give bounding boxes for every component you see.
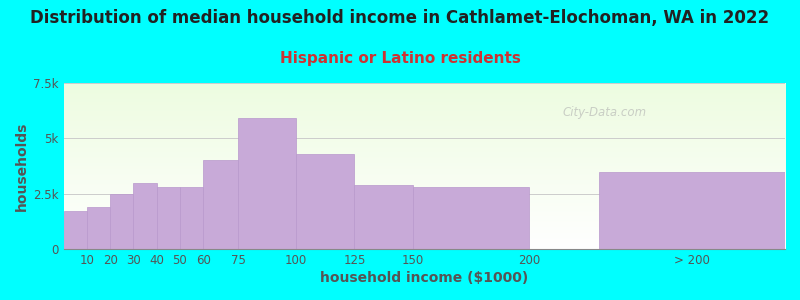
Bar [110, 194, 134, 249]
Bar [63, 212, 87, 249]
X-axis label: household income ($1000): household income ($1000) [320, 271, 528, 285]
Text: City-Data.com: City-Data.com [562, 106, 646, 119]
Bar [87, 207, 110, 249]
Bar [354, 185, 413, 249]
Y-axis label: households: households [15, 121, 29, 211]
Bar [180, 187, 203, 249]
Bar [157, 187, 180, 249]
Bar [599, 172, 785, 249]
Bar [238, 118, 296, 249]
Bar [134, 183, 157, 249]
Bar [413, 187, 529, 249]
Bar [296, 154, 354, 249]
Text: Hispanic or Latino residents: Hispanic or Latino residents [279, 51, 521, 66]
Text: Distribution of median household income in Cathlamet-Elochoman, WA in 2022: Distribution of median household income … [30, 9, 770, 27]
Bar [203, 160, 238, 249]
